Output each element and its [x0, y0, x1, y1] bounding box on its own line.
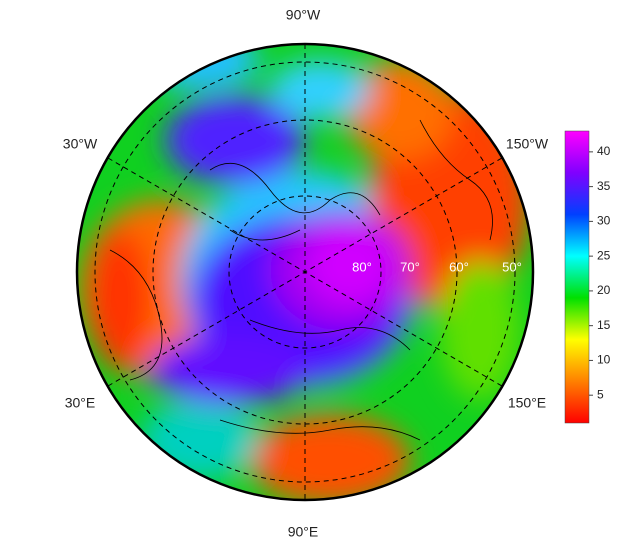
colorbar-tick-label: 10	[597, 353, 611, 367]
longitude-label: 150°W	[506, 136, 549, 152]
colorbar-tick-label: 40	[597, 144, 611, 158]
longitude-label: 90°W	[286, 7, 321, 23]
colorbar-tick-label: 35	[597, 179, 611, 193]
longitude-label: 150°E	[508, 395, 546, 411]
latitude-label: 80°	[352, 259, 372, 274]
map-figure: 90°W 30°W 150°W 30°E 150°E 90°E 80° 70° …	[0, 0, 625, 552]
latitude-label: 60°	[449, 259, 469, 274]
longitude-label: 90°E	[288, 524, 319, 540]
latitude-label: 70°	[400, 259, 420, 274]
colorbar-tick-label: 15	[597, 318, 611, 332]
longitude-label: 30°W	[63, 136, 98, 152]
latitude-label: 50°	[502, 259, 522, 274]
colorbar	[565, 131, 589, 423]
colorbar-ticks: 5 10 15 20 25 30 35 40	[589, 144, 611, 401]
colorbar-tick-label: 5	[597, 387, 604, 401]
colorbar-tick-label: 25	[597, 248, 611, 262]
colorbar-tick-label: 20	[597, 283, 611, 297]
longitude-label: 30°E	[65, 395, 96, 411]
colorbar-tick-label: 30	[597, 214, 611, 228]
